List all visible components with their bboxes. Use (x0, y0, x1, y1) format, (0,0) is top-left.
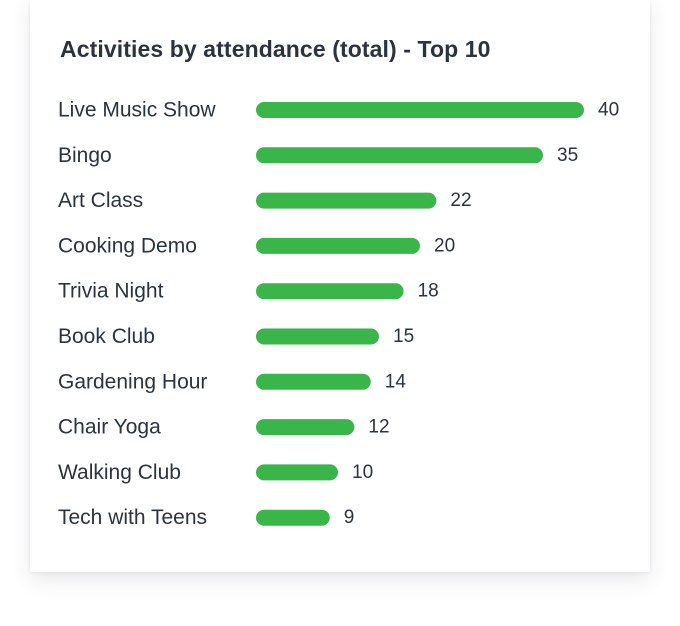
value-label: 35 (557, 145, 578, 166)
category-label: Art Class (58, 189, 143, 212)
bar-row: Tech with Teens 9 (58, 506, 354, 529)
bar-row: Trivia Night 18 (58, 280, 439, 303)
bar (256, 328, 379, 345)
bar (256, 147, 543, 164)
bar (256, 237, 420, 254)
bar-row: Book Club 15 (58, 325, 414, 348)
value-label: 40 (598, 100, 619, 121)
value-label: 18 (418, 281, 439, 302)
category-label: Trivia Night (58, 280, 164, 303)
bar (256, 102, 584, 118)
category-label: Gardening Hour (58, 370, 207, 393)
category-label: Live Music Show (58, 99, 216, 122)
chart-title: Activities by attendance (total) - Top 1… (60, 36, 491, 62)
chart-card: Activities by attendance (total) - Top 1… (30, 0, 650, 572)
bar (256, 509, 330, 526)
bar (256, 192, 437, 209)
category-label: Bingo (58, 144, 112, 167)
bar-chart: Live Music Show 40 Bingo 35 Art Class 22 Cooki… (58, 99, 619, 530)
value-label: 14 (385, 371, 407, 392)
bar (256, 464, 338, 481)
bar-row: Live Music Show 40 (58, 99, 619, 122)
category-label: Tech with Teens (58, 506, 207, 529)
value-label: 22 (450, 190, 471, 211)
category-label: Book Club (58, 325, 155, 348)
value-label: 20 (434, 235, 455, 256)
value-label: 15 (393, 326, 414, 347)
bar-row: Chair Yoga 12 (58, 416, 390, 439)
bar (256, 373, 371, 390)
category-label: Chair Yoga (58, 416, 161, 439)
bar-row: Bingo 35 (58, 144, 578, 167)
bar (256, 283, 404, 300)
category-label: Walking Club (58, 461, 181, 484)
value-label: 10 (352, 462, 373, 483)
category-label: Cooking Demo (58, 234, 197, 257)
value-label: 12 (368, 417, 389, 438)
bar-row: Art Class 22 (58, 189, 472, 212)
bar-row: Walking Club 10 (58, 461, 373, 484)
value-label: 9 (344, 507, 355, 528)
bar-row: Cooking Demo 20 (58, 234, 455, 257)
bar-row: Gardening Hour 14 (58, 370, 406, 393)
bar (256, 419, 355, 436)
